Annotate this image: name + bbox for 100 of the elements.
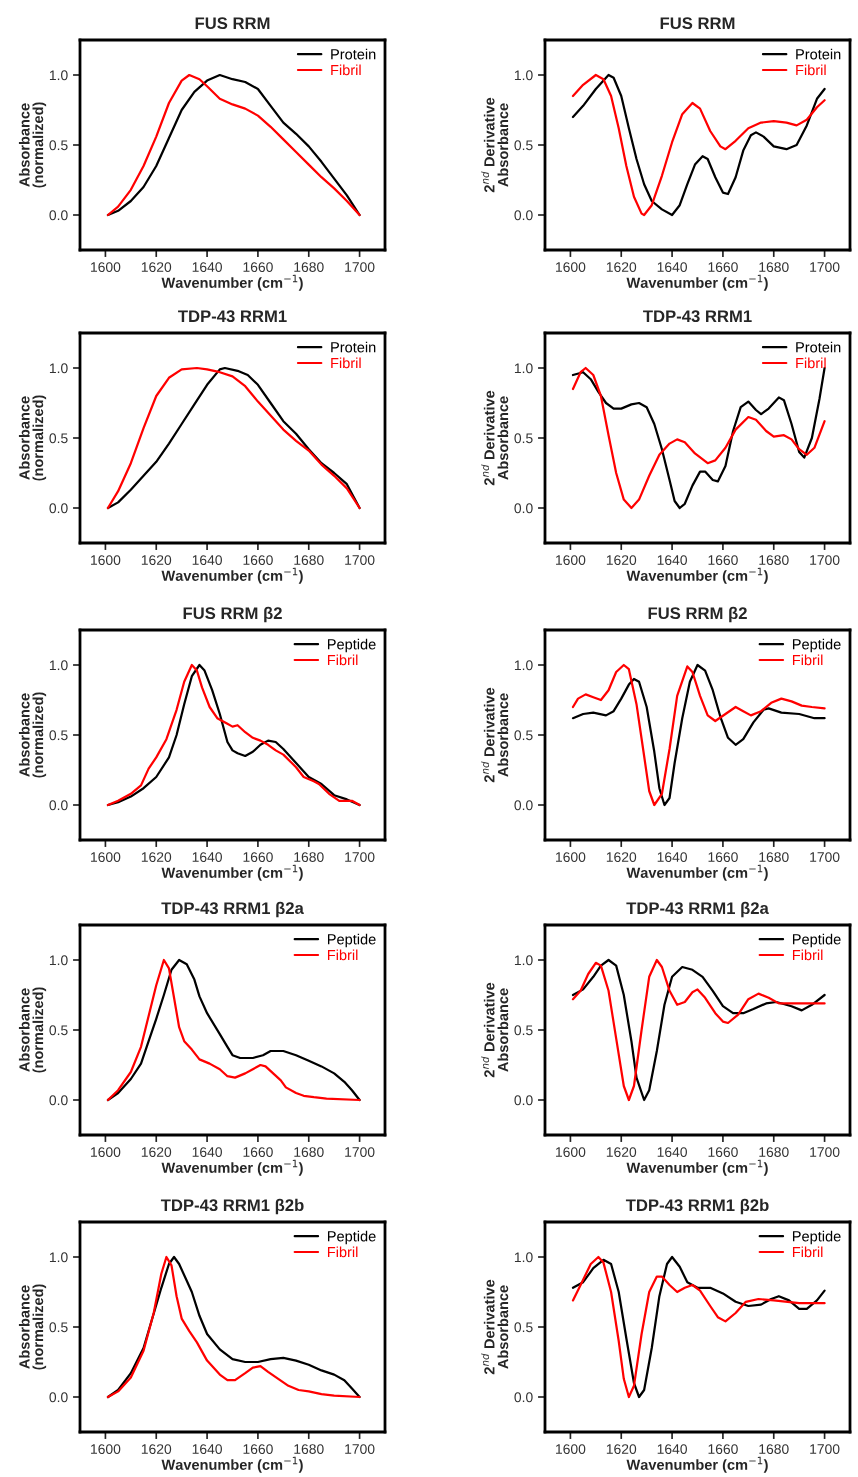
x-tick-label: 1700 bbox=[345, 1444, 375, 1455]
y-tick-label: 0.5 bbox=[49, 1025, 68, 1036]
legend-label: Fibril bbox=[327, 654, 358, 666]
y-tick-label: 1.0 bbox=[49, 660, 68, 671]
y-tick-label: 1.0 bbox=[49, 1252, 68, 1263]
x-tick-label: 1640 bbox=[657, 1444, 687, 1455]
x-tick-label: 1680 bbox=[294, 1444, 324, 1455]
chart-title: TDP-43 RRM1 β2a bbox=[626, 901, 769, 918]
chart-title: TDP-43 RRM1 β2b bbox=[160, 1198, 304, 1215]
x-tick-label: 1620 bbox=[606, 1444, 637, 1455]
x-tick-label: 1620 bbox=[141, 852, 172, 863]
y-tick-label: 0.0 bbox=[49, 1392, 68, 1403]
y-tick-label: 0.5 bbox=[49, 433, 68, 444]
x-tick-label: 1620 bbox=[141, 1444, 172, 1455]
y-tick-label: 0.5 bbox=[49, 730, 68, 741]
x-tick-label: 1660 bbox=[243, 1444, 273, 1455]
y-axis-title: 2$^{nd}$ Derivative Absorbance bbox=[481, 97, 509, 193]
y-tick-label: 0.0 bbox=[49, 800, 68, 811]
legend-label: Fibril bbox=[327, 1246, 358, 1258]
x-tick-label: 1680 bbox=[294, 262, 324, 273]
y-axis-title: Absorbance (normalized) bbox=[18, 1284, 47, 1370]
y-tick-label: 1.0 bbox=[49, 363, 68, 374]
x-tick-label: 1600 bbox=[556, 262, 586, 273]
x-tick-label: 1640 bbox=[657, 1147, 687, 1158]
legend-label: Peptide bbox=[792, 638, 841, 653]
legend-label: Peptide bbox=[327, 933, 376, 948]
y-tick-label: 1.0 bbox=[49, 70, 68, 81]
y-axis-title: Absorbance (normalized) bbox=[18, 102, 47, 188]
y-tick-label: 0.5 bbox=[514, 1322, 533, 1333]
x-tick-label: 1640 bbox=[192, 1444, 222, 1455]
x-axis-title: Wavenumber (cm$^{−1}$) bbox=[161, 1159, 303, 1176]
legend-label: Protein bbox=[331, 341, 376, 353]
chart-title: FUS RRM bbox=[660, 17, 735, 30]
y-tick-label: 1.0 bbox=[514, 1252, 533, 1263]
y-tick-label: 0.0 bbox=[49, 503, 68, 514]
x-tick-label: 1640 bbox=[192, 1147, 222, 1158]
x-tick-label: 1700 bbox=[810, 262, 840, 273]
y-tick-label: 0.0 bbox=[514, 503, 533, 514]
y-axis-title: 2$^{nd}$ Derivative Absorbance bbox=[481, 390, 509, 486]
x-tick-label: 1680 bbox=[294, 852, 324, 863]
x-tick-label: 1700 bbox=[345, 1147, 375, 1158]
x-tick-label: 1660 bbox=[243, 852, 273, 863]
y-tick-label: 0.0 bbox=[514, 800, 533, 811]
x-tick-label: 1620 bbox=[141, 262, 172, 273]
x-tick-label: 1680 bbox=[294, 1147, 324, 1158]
legend-label: Fibril bbox=[792, 1246, 823, 1258]
x-tick-label: 1640 bbox=[657, 555, 687, 566]
x-tick-label: 1680 bbox=[294, 555, 324, 566]
x-axis-title: Wavenumber (cm$^{−1}$) bbox=[626, 1159, 768, 1176]
x-tick-label: 1600 bbox=[556, 555, 586, 566]
x-tick-label: 1620 bbox=[606, 852, 637, 863]
x-tick-label: 1600 bbox=[91, 1147, 121, 1158]
legend-label: Fibril bbox=[331, 357, 361, 369]
x-tick-label: 1660 bbox=[708, 262, 738, 273]
y-tick-label: 1.0 bbox=[49, 955, 68, 966]
y-tick-label: 1.0 bbox=[514, 70, 533, 81]
x-tick-label: 1700 bbox=[810, 1147, 840, 1158]
y-axis-title: 2$^{nd}$ Derivative Absorbance bbox=[481, 1279, 509, 1375]
y-tick-label: 0.0 bbox=[514, 210, 533, 221]
x-tick-label: 1660 bbox=[708, 555, 738, 566]
x-axis-title: Wavenumber (cm$^{−1}$) bbox=[161, 864, 303, 881]
x-tick-label: 1620 bbox=[141, 555, 172, 566]
x-tick-label: 1600 bbox=[91, 852, 121, 863]
y-tick-label: 1.0 bbox=[514, 660, 533, 671]
x-tick-label: 1640 bbox=[657, 852, 687, 863]
y-axis-title: 2$^{nd}$ Derivative Absorbance bbox=[481, 687, 509, 783]
y-axis-title: Absorbance (normalized) bbox=[18, 395, 47, 481]
x-tick-label: 1660 bbox=[708, 1147, 738, 1158]
legend-label: Fibril bbox=[796, 357, 826, 369]
x-axis-title: Wavenumber (cm$^{−1}$) bbox=[161, 1456, 303, 1473]
chart-title: TDP-43 RRM1 bbox=[643, 310, 752, 323]
legend-label: Fibril bbox=[792, 654, 823, 666]
y-tick-label: 1.0 bbox=[514, 363, 533, 374]
x-tick-label: 1600 bbox=[91, 1444, 121, 1455]
x-tick-label: 1600 bbox=[556, 1147, 586, 1158]
legend-label: Protein bbox=[331, 48, 376, 60]
x-tick-label: 1680 bbox=[759, 852, 789, 863]
legend-label: Fibril bbox=[796, 64, 826, 76]
x-tick-label: 1700 bbox=[345, 555, 375, 566]
legend-label: Protein bbox=[796, 341, 841, 353]
chart-title: FUS RRM bbox=[195, 17, 270, 30]
y-tick-label: 0.0 bbox=[49, 1095, 68, 1106]
x-tick-label: 1660 bbox=[243, 262, 273, 273]
x-tick-label: 1660 bbox=[243, 555, 273, 566]
x-tick-label: 1620 bbox=[141, 1147, 172, 1158]
y-tick-label: 0.0 bbox=[49, 210, 68, 221]
y-tick-label: 0.0 bbox=[514, 1095, 533, 1106]
x-tick-label: 1700 bbox=[810, 1444, 840, 1455]
y-tick-label: 0.0 bbox=[514, 1392, 533, 1403]
y-tick-label: 0.5 bbox=[49, 1322, 68, 1333]
x-axis-title: Wavenumber (cm$^{−1}$) bbox=[626, 864, 768, 881]
x-tick-label: 1640 bbox=[192, 555, 222, 566]
chart-title: FUS RRM β2 bbox=[648, 606, 747, 623]
legend-label: Peptide bbox=[792, 1230, 841, 1245]
x-tick-label: 1620 bbox=[606, 262, 637, 273]
chart-title: TDP-43 RRM1 β2b bbox=[625, 1198, 769, 1215]
y-tick-label: 0.5 bbox=[514, 433, 533, 444]
x-axis-title: Wavenumber (cm$^{−1}$) bbox=[626, 1456, 768, 1473]
x-tick-label: 1660 bbox=[243, 1147, 273, 1158]
legend-label: Peptide bbox=[327, 1230, 376, 1245]
